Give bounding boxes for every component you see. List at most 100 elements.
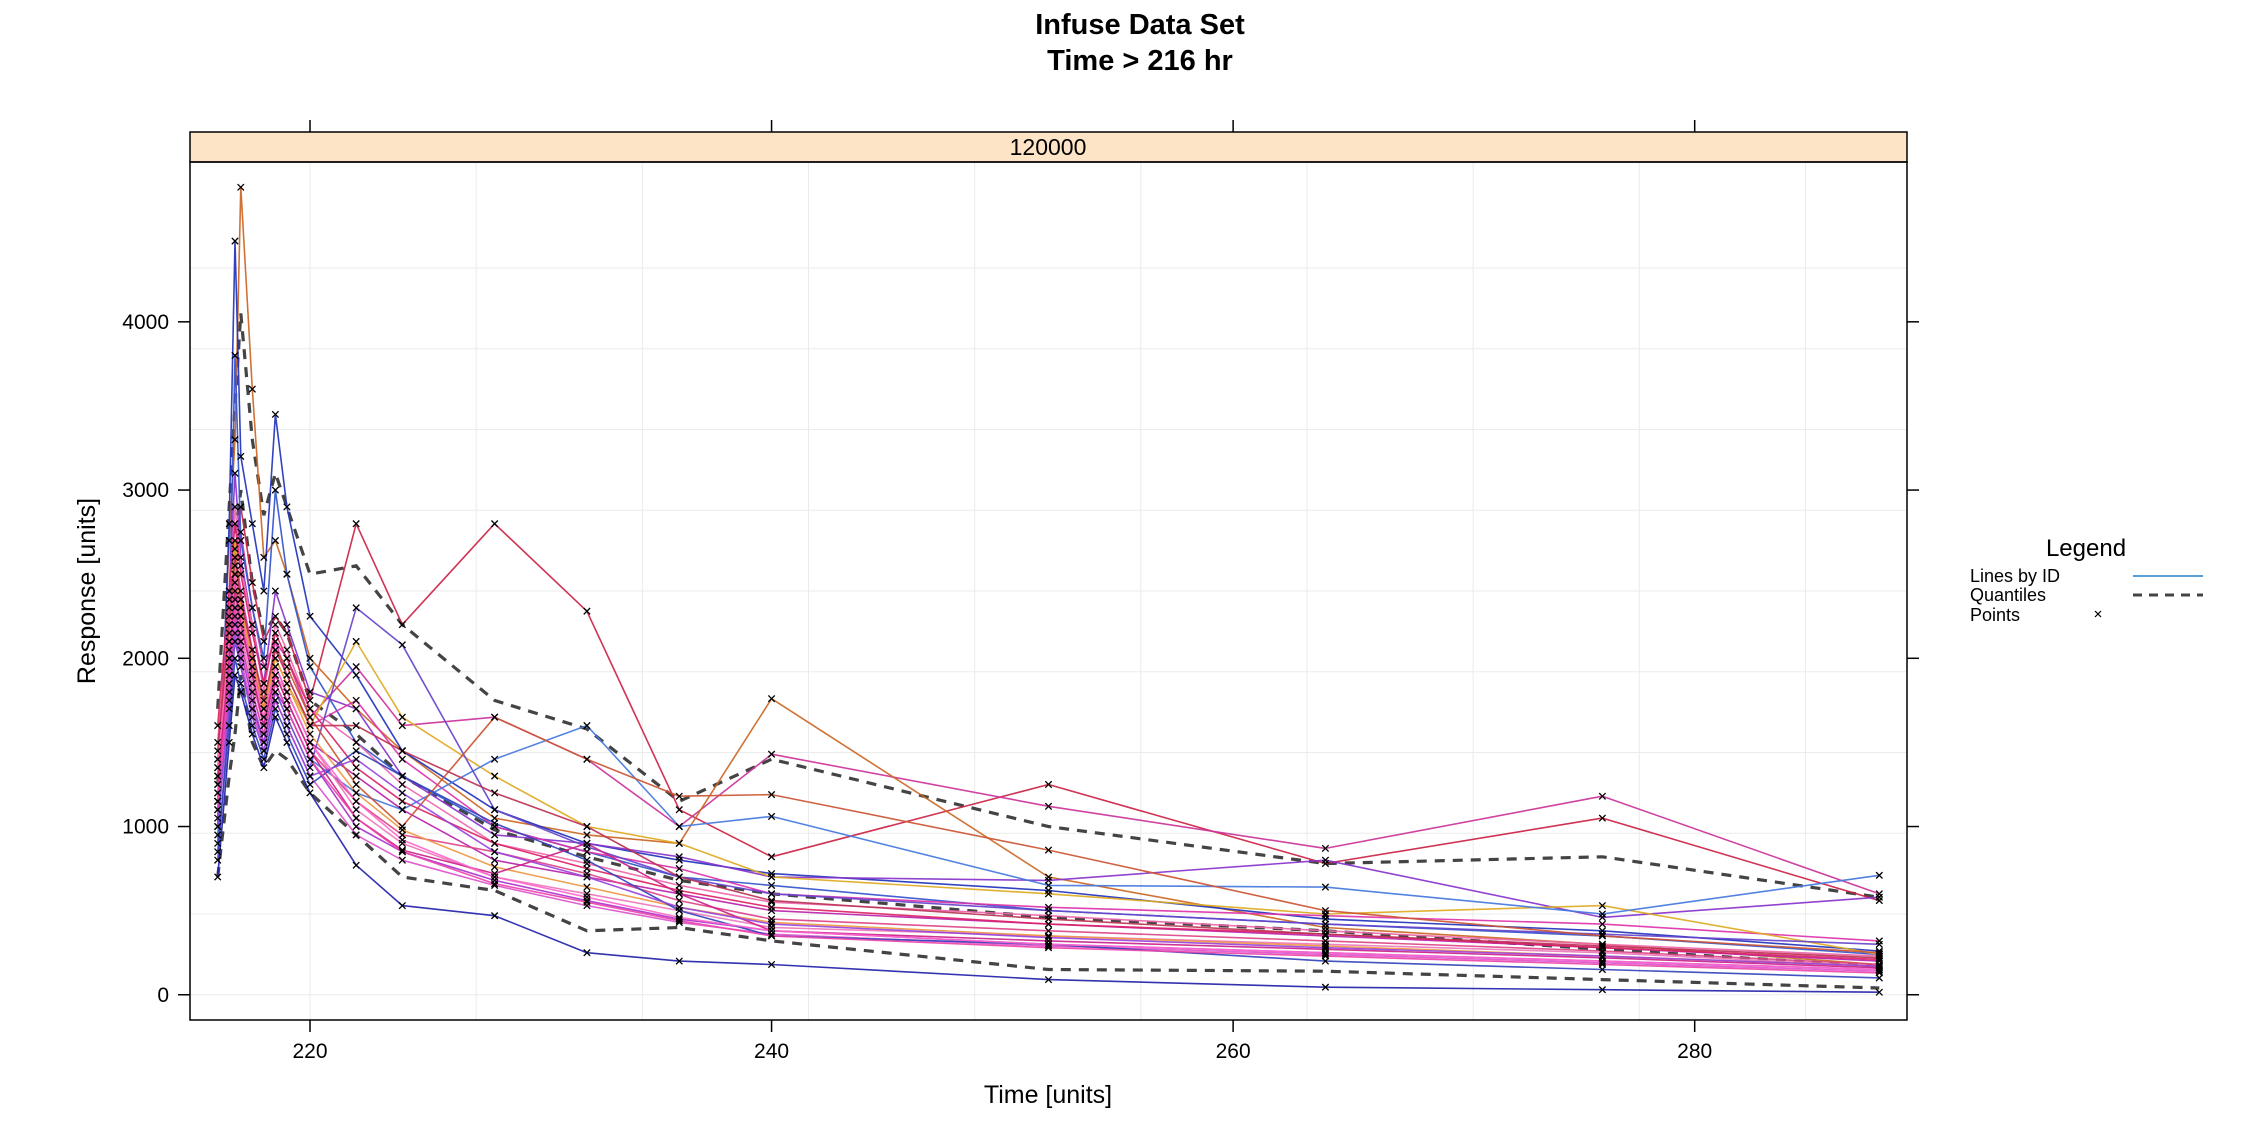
data-point bbox=[490, 912, 499, 920]
data-point bbox=[583, 949, 591, 957]
quantile-lines bbox=[216, 313, 1880, 990]
data-point bbox=[271, 679, 280, 688]
data-point bbox=[1598, 792, 1607, 800]
data-point bbox=[214, 873, 222, 881]
data-point bbox=[271, 486, 280, 494]
data-point bbox=[231, 503, 239, 511]
data-point bbox=[1044, 906, 1053, 915]
data-point bbox=[271, 671, 280, 679]
data-point bbox=[306, 612, 314, 620]
data-point bbox=[237, 595, 245, 604]
quantile-line bbox=[216, 489, 1880, 968]
data-point bbox=[225, 646, 233, 654]
data-point bbox=[352, 721, 360, 730]
data-point bbox=[767, 960, 776, 969]
data-point bbox=[283, 503, 291, 511]
data-point bbox=[352, 671, 360, 679]
data-point bbox=[675, 806, 683, 814]
data-point bbox=[306, 789, 314, 797]
data-point bbox=[231, 536, 239, 545]
data-point bbox=[767, 750, 776, 758]
data-point bbox=[398, 856, 406, 864]
data-point bbox=[398, 826, 406, 834]
y-tick-label: 0 bbox=[157, 984, 169, 1007]
data-point bbox=[1044, 975, 1053, 984]
data-point bbox=[352, 822, 360, 831]
data-point bbox=[1321, 983, 1330, 991]
data-point bbox=[306, 721, 314, 730]
data-point bbox=[1598, 920, 1607, 928]
data-point bbox=[214, 789, 222, 797]
series-line bbox=[216, 506, 1880, 957]
data-point bbox=[225, 587, 233, 595]
data-point bbox=[231, 553, 239, 562]
data-point bbox=[248, 705, 256, 713]
data-point bbox=[398, 836, 406, 844]
data-point bbox=[306, 763, 314, 772]
series-line bbox=[216, 581, 1880, 954]
data-point bbox=[214, 738, 222, 747]
data-point bbox=[260, 747, 268, 755]
data-point bbox=[767, 920, 776, 928]
data-point bbox=[1875, 969, 1883, 977]
data-point bbox=[1321, 906, 1330, 915]
data-point bbox=[271, 705, 280, 713]
data-point bbox=[271, 713, 280, 721]
data-point bbox=[283, 629, 291, 637]
data-point bbox=[225, 738, 233, 747]
data-point bbox=[1321, 856, 1330, 864]
data-point bbox=[237, 183, 245, 191]
data-point bbox=[675, 839, 683, 848]
data-point bbox=[248, 696, 256, 705]
data-point bbox=[1321, 844, 1330, 853]
strip-label: 120000 bbox=[1010, 134, 1087, 160]
data-point bbox=[260, 705, 268, 713]
series-line bbox=[216, 186, 1880, 966]
data-point bbox=[490, 772, 499, 780]
data-point bbox=[306, 705, 314, 713]
data-point bbox=[214, 831, 222, 839]
data-point bbox=[231, 612, 239, 620]
data-point bbox=[352, 797, 360, 805]
data-point bbox=[767, 903, 776, 911]
axis-ticks: 220 240 260 280 0 1000 2000 3000 4000 bbox=[122, 120, 1919, 1063]
strip-background bbox=[189, 131, 1908, 163]
x-axis-label: Time [units] bbox=[984, 1081, 1112, 1109]
data-point bbox=[675, 864, 683, 873]
series-lines bbox=[216, 186, 1880, 993]
data-point bbox=[352, 705, 360, 713]
series-line bbox=[216, 354, 1880, 956]
data-point bbox=[283, 738, 291, 747]
data-point bbox=[237, 646, 245, 654]
data-point bbox=[283, 688, 291, 696]
data-point bbox=[583, 883, 591, 891]
data-point bbox=[237, 528, 245, 536]
data-point bbox=[237, 503, 245, 511]
data-point bbox=[283, 713, 291, 721]
data-point bbox=[283, 696, 291, 705]
data-point bbox=[352, 747, 360, 755]
data-point bbox=[248, 604, 256, 612]
data-point bbox=[231, 469, 239, 477]
data-point bbox=[225, 696, 233, 705]
data-point bbox=[214, 721, 222, 730]
data-point bbox=[1875, 893, 1883, 901]
data-point bbox=[271, 536, 280, 545]
data-point bbox=[352, 861, 360, 869]
data-point bbox=[260, 713, 268, 721]
data-point bbox=[231, 351, 239, 360]
data-point bbox=[352, 772, 360, 780]
data-point bbox=[237, 553, 245, 562]
data-point bbox=[260, 553, 268, 562]
data-point bbox=[283, 620, 291, 629]
data-point bbox=[583, 839, 591, 848]
data-point bbox=[352, 814, 360, 822]
data-point bbox=[283, 663, 291, 671]
data-point bbox=[1321, 952, 1330, 960]
y-axis-label: Response [units] bbox=[73, 498, 101, 684]
data-point bbox=[306, 654, 314, 662]
data-point bbox=[1598, 910, 1607, 918]
data-point bbox=[1044, 943, 1053, 952]
legend-item-label: Points bbox=[1970, 605, 2020, 625]
